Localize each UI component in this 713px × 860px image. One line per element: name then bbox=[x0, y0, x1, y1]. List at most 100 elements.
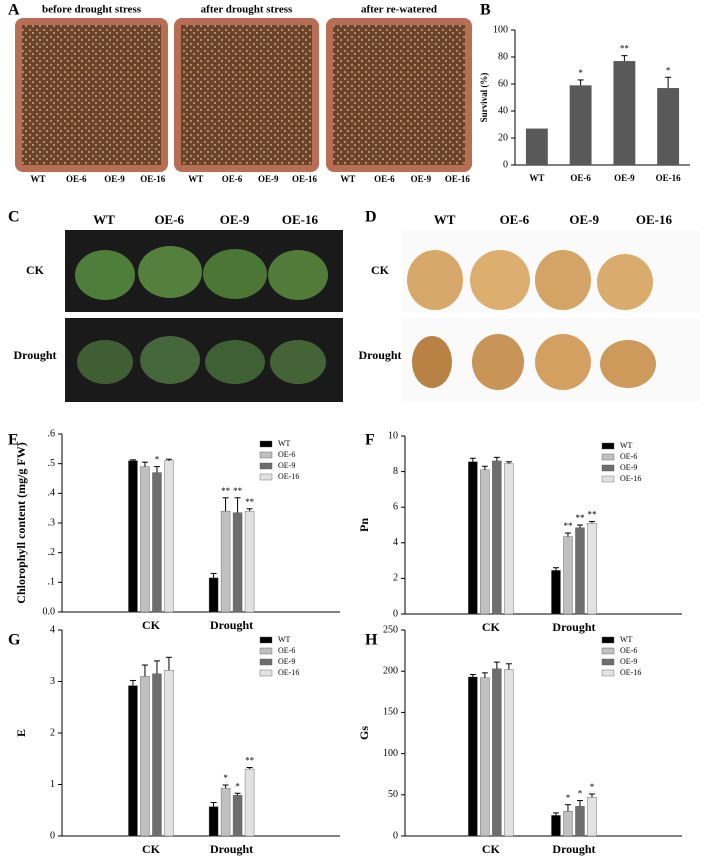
x-tick-label: Drought bbox=[210, 618, 253, 632]
photo-column-label: OE-6 bbox=[154, 212, 184, 227]
legend-swatch bbox=[259, 669, 273, 677]
bar bbox=[468, 676, 478, 837]
bar bbox=[468, 461, 478, 615]
significance-label: ** bbox=[245, 756, 255, 766]
significance-label: * bbox=[566, 793, 571, 803]
photo-line-label: OE-6 bbox=[374, 174, 395, 184]
bar bbox=[152, 673, 162, 837]
photo-row-label: Drought bbox=[13, 348, 56, 362]
bar bbox=[569, 85, 592, 165]
bar bbox=[128, 685, 138, 837]
legend-swatch bbox=[601, 475, 615, 483]
bar bbox=[164, 669, 174, 837]
panel-label: A bbox=[8, 2, 20, 19]
photo-c bbox=[65, 230, 343, 402]
y-tick-label: 3 bbox=[50, 676, 55, 687]
y-tick-label: 4 bbox=[50, 624, 55, 635]
photo-row-label: Drought bbox=[358, 348, 401, 362]
bar bbox=[575, 527, 585, 615]
y-tick-label: 60 bbox=[498, 78, 508, 89]
bar bbox=[232, 512, 243, 613]
legend-swatch bbox=[601, 669, 615, 677]
significance-label: * bbox=[578, 68, 583, 78]
significance-label: ** bbox=[221, 486, 231, 496]
legend-label: OE-16 bbox=[620, 474, 641, 483]
y-tick-label: 40 bbox=[498, 105, 508, 116]
legend-swatch bbox=[601, 658, 615, 666]
legend-label: OE-16 bbox=[620, 668, 641, 677]
significance-label: * bbox=[666, 65, 671, 75]
bar bbox=[587, 523, 597, 615]
legend-swatch bbox=[259, 440, 273, 448]
legend-label: OE-6 bbox=[620, 646, 637, 655]
photo-column-label: OE-9 bbox=[569, 212, 599, 227]
y-tick-label: 100 bbox=[383, 748, 398, 759]
photo-line-label: OE-16 bbox=[140, 174, 166, 184]
photo-column-label: OE-16 bbox=[636, 212, 673, 227]
photo-title: after drought stress bbox=[201, 4, 293, 16]
bar bbox=[492, 668, 502, 837]
bar bbox=[140, 466, 150, 613]
y-tick-label: 6 bbox=[393, 501, 398, 512]
legend-swatch bbox=[259, 462, 273, 470]
y-tick-label: 1 bbox=[50, 779, 55, 790]
y-tick-label: 200 bbox=[383, 665, 398, 676]
y-tick-label: 4 bbox=[393, 537, 398, 548]
y-axis-title: E bbox=[14, 729, 28, 737]
significance-label: ** bbox=[563, 521, 573, 531]
x-tick-label: CK bbox=[142, 842, 161, 856]
y-tick-label: 250 bbox=[383, 624, 398, 635]
panel-label: D bbox=[365, 209, 377, 226]
bar bbox=[563, 811, 573, 837]
panel-label: C bbox=[8, 209, 20, 226]
bar bbox=[208, 577, 219, 613]
bar bbox=[140, 676, 150, 837]
y-tick-label: 10 bbox=[388, 430, 398, 441]
photo-line-label: OE-6 bbox=[66, 174, 87, 184]
legend-swatch bbox=[259, 473, 273, 481]
panel-label: H bbox=[365, 632, 378, 649]
y-tick-label: 2 bbox=[393, 573, 398, 584]
y-axis-title: Chlorophyll content (mg/g FW) bbox=[14, 442, 28, 603]
photo-column-label: OE-16 bbox=[282, 212, 319, 227]
y-tick-label: 2 bbox=[50, 727, 55, 738]
legend-label: WT bbox=[620, 441, 633, 450]
y-tick-label: 8 bbox=[393, 466, 398, 477]
legend-label: WT bbox=[620, 635, 633, 644]
bar bbox=[575, 806, 585, 837]
y-tick-label: 150 bbox=[383, 707, 398, 718]
significance-label: ** bbox=[620, 44, 630, 54]
y-tick-label: 0.0 bbox=[43, 606, 56, 617]
panel-label: E bbox=[8, 432, 19, 449]
x-tick-label: Drought bbox=[210, 842, 253, 856]
legend-swatch bbox=[259, 636, 273, 644]
y-tick-label: 0 bbox=[393, 608, 398, 619]
y-tick-label: 100 bbox=[493, 24, 508, 35]
legend-label: OE-6 bbox=[278, 646, 295, 655]
bar bbox=[480, 677, 490, 837]
bar bbox=[220, 787, 231, 837]
photo-line-label: OE-9 bbox=[104, 174, 125, 184]
legend-label: OE-9 bbox=[278, 657, 295, 666]
x-tick-label: OE-16 bbox=[656, 173, 682, 183]
significance-label: ** bbox=[233, 486, 243, 496]
legend-label: WT bbox=[278, 439, 291, 448]
significance-label: * bbox=[590, 782, 595, 792]
panel-label: F bbox=[365, 432, 375, 449]
bar bbox=[164, 460, 174, 613]
legend-label: OE-9 bbox=[620, 463, 637, 472]
photo-d bbox=[403, 230, 700, 402]
significance-label: ** bbox=[587, 510, 597, 520]
y-tick-label: 0 bbox=[393, 830, 398, 841]
photo-line-label: OE-9 bbox=[258, 174, 279, 184]
x-tick-label: WT bbox=[529, 173, 544, 183]
legend-label: OE-9 bbox=[278, 461, 295, 470]
y-tick-label: 50 bbox=[388, 789, 398, 800]
legend-label: OE-16 bbox=[278, 472, 299, 481]
bar bbox=[587, 797, 597, 837]
bar bbox=[504, 463, 514, 615]
photo-line-label: WT bbox=[188, 174, 203, 184]
y-tick-label: 20 bbox=[498, 132, 508, 143]
